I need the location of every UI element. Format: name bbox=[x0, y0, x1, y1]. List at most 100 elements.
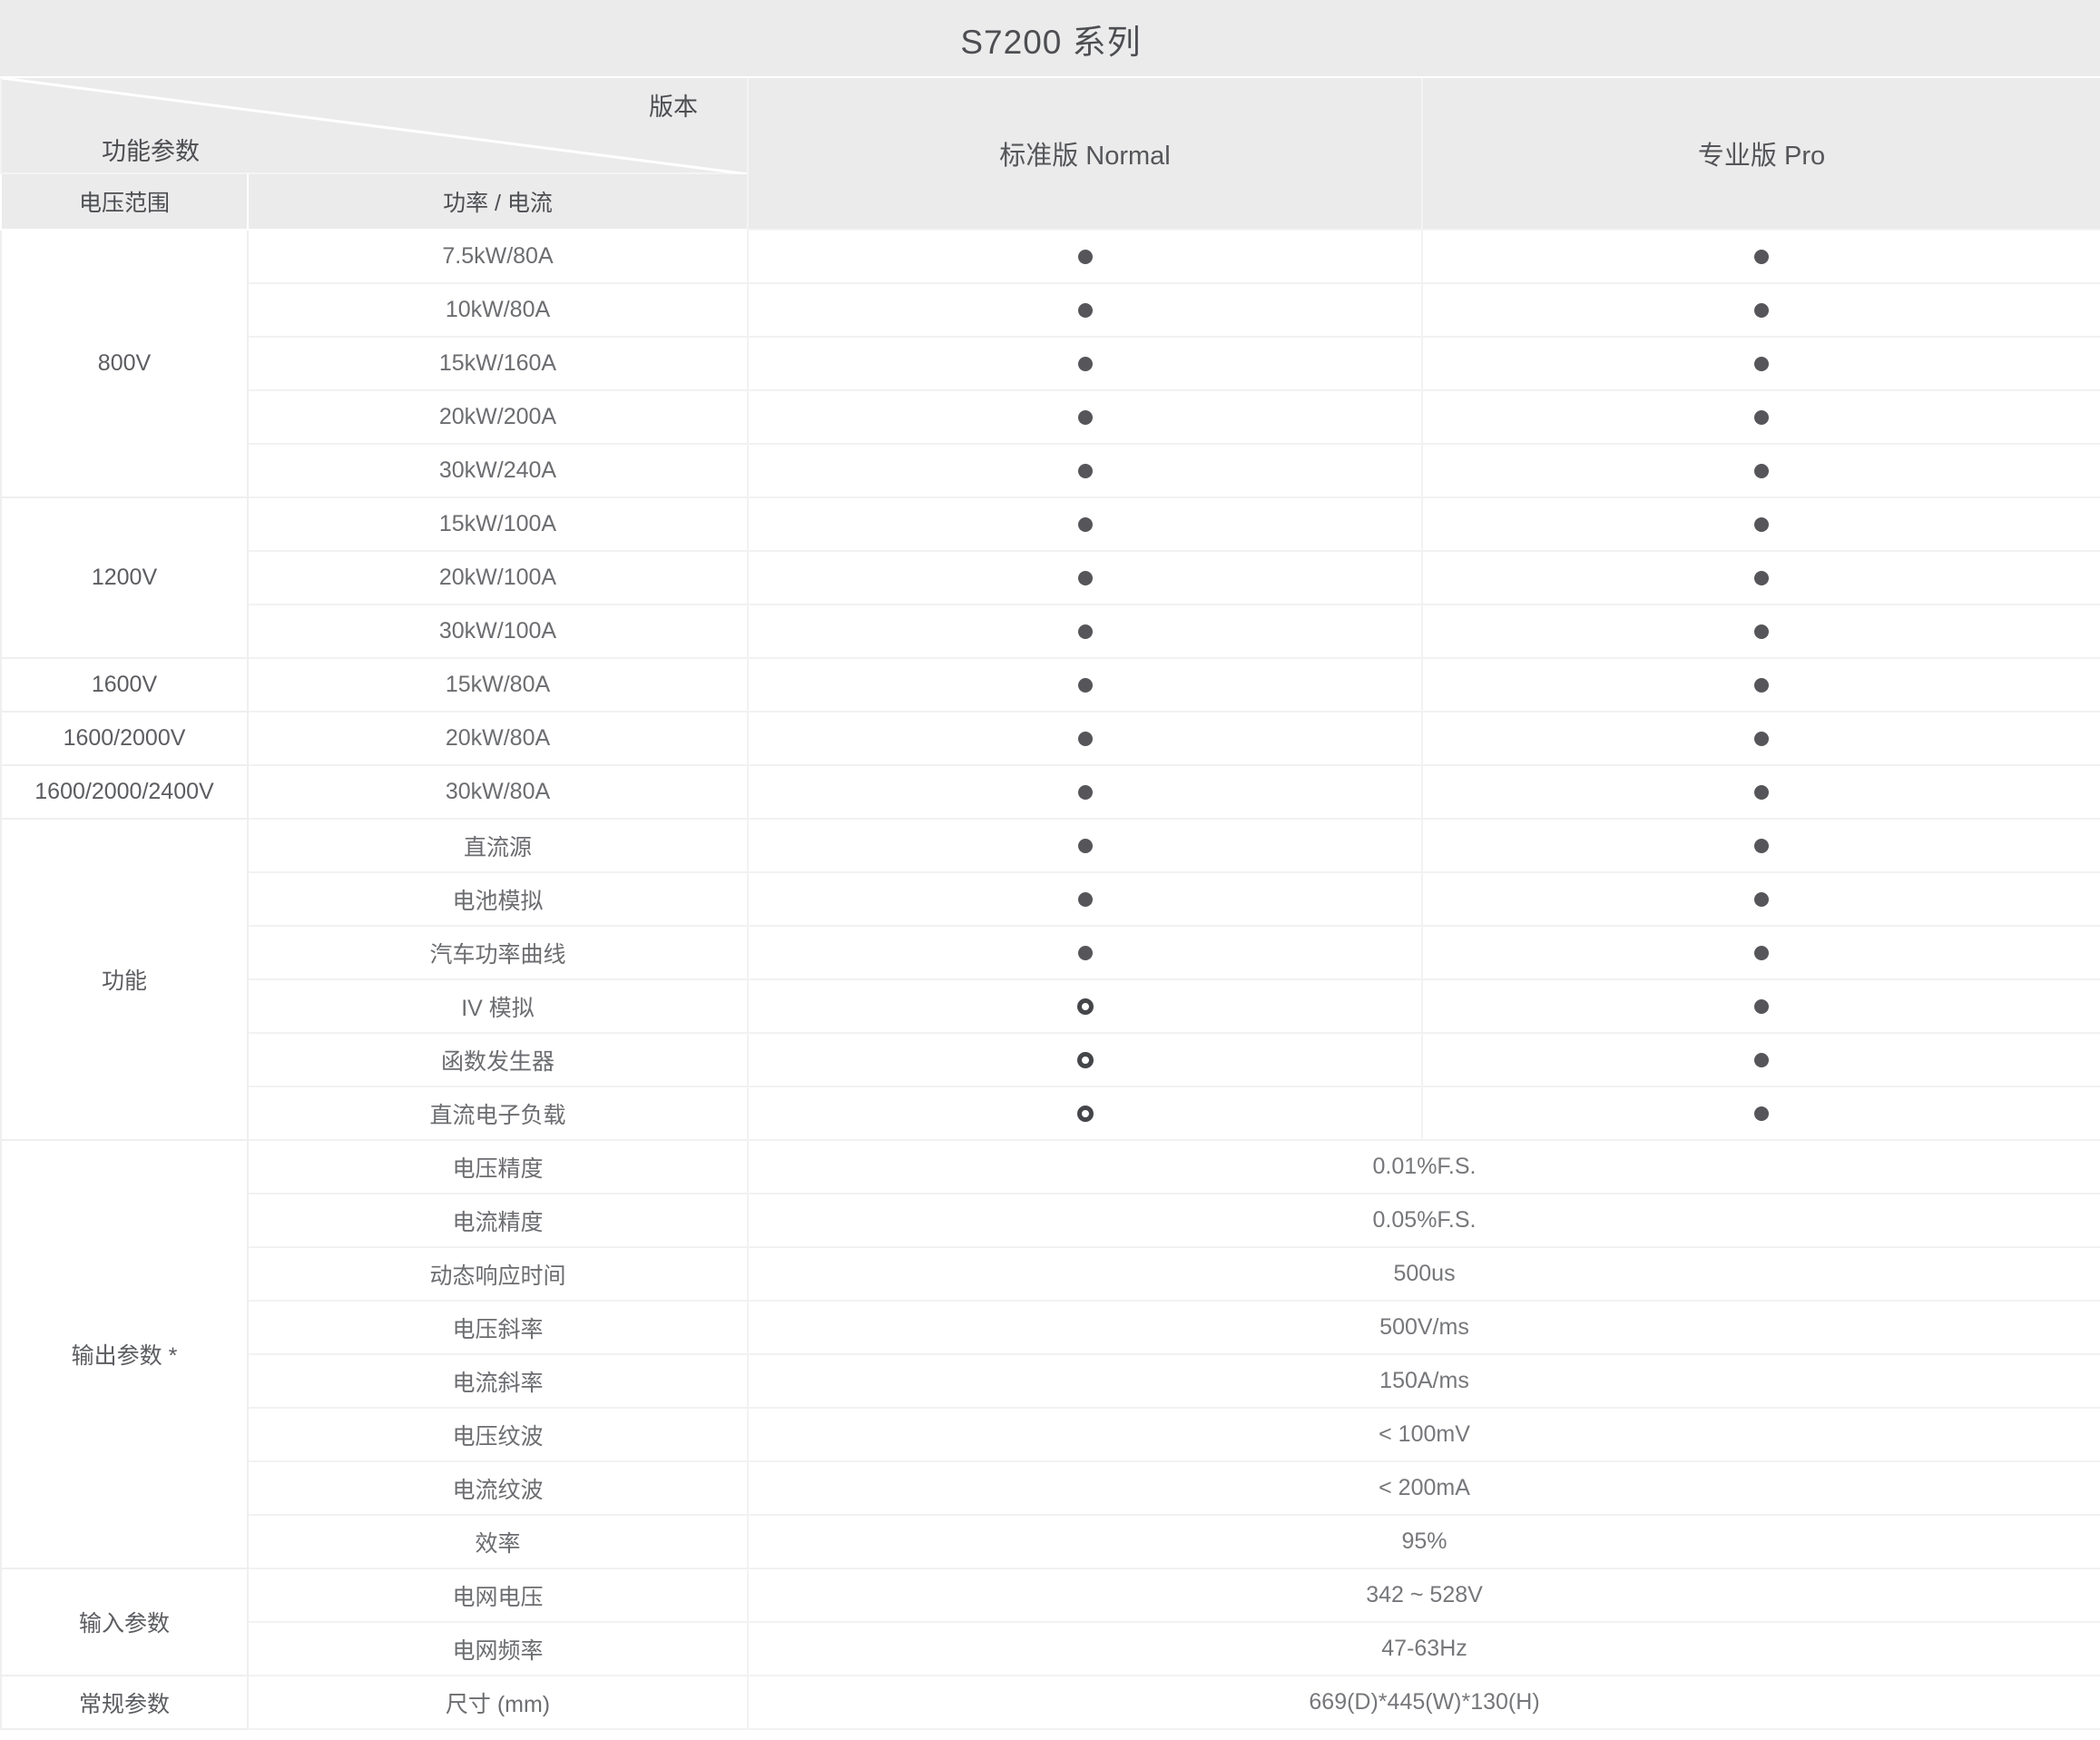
row-label: 尺寸 (mm) bbox=[247, 1675, 749, 1730]
table-row: 电网频率 47-63Hz bbox=[1, 1621, 2100, 1676]
row-mark-normal bbox=[747, 871, 1423, 927]
table-row: 电流纹波 < 200mA bbox=[1, 1460, 2100, 1516]
filled-dot-icon bbox=[1754, 571, 1770, 586]
row-group-label: 常规参数 bbox=[0, 1675, 249, 1730]
row-label: 效率 bbox=[247, 1514, 749, 1569]
row-mark-normal bbox=[747, 282, 1423, 338]
diagonal-header-cell: 版本 功能参数 bbox=[0, 76, 749, 174]
row-mark-normal bbox=[747, 764, 1423, 820]
table-row: 电流斜率 150A/ms bbox=[1, 1353, 2100, 1409]
row-mark-normal bbox=[747, 229, 1423, 284]
filled-dot-icon bbox=[1077, 357, 1093, 372]
row-label: 20kW/100A bbox=[247, 550, 749, 605]
filled-dot-icon bbox=[1754, 1053, 1770, 1068]
row-mark-pro bbox=[1420, 818, 2100, 873]
table-row: 10kW/80A bbox=[1, 282, 2100, 338]
filled-dot-icon bbox=[1754, 303, 1770, 319]
row-mark-normal bbox=[747, 604, 1423, 659]
version-header-row: 版本 功能参数 标准版 Normal 专业版 Pro bbox=[0, 76, 2100, 231]
row-label: 汽车功率曲线 bbox=[247, 925, 749, 980]
filled-dot-icon bbox=[1754, 785, 1770, 801]
filled-dot-icon bbox=[1077, 517, 1093, 533]
row-group-label: 800V bbox=[0, 229, 249, 498]
subheader-voltage-range: 电压范围 bbox=[0, 172, 249, 231]
table-row: 函数发生器 bbox=[1, 1032, 2100, 1087]
row-value-both-versions: 95% bbox=[746, 1514, 2100, 1569]
table-row: 20kW/100A bbox=[1, 550, 2100, 605]
row-mark-pro bbox=[1420, 550, 2100, 605]
filled-dot-icon bbox=[1754, 250, 1770, 265]
row-label: 20kW/80A bbox=[247, 711, 749, 766]
row-label: IV 模拟 bbox=[247, 978, 749, 1034]
row-label: 15kW/100A bbox=[247, 496, 749, 552]
table-row: 20kW/200A bbox=[1, 389, 2100, 445]
row-label: 10kW/80A bbox=[247, 282, 749, 338]
row-value-both-versions: 500us bbox=[746, 1246, 2100, 1302]
table-row: 1600/2000/2400V 30kW/80A bbox=[0, 764, 2100, 820]
row-mark-pro bbox=[1420, 1032, 2100, 1087]
title-row: S7200 系列 bbox=[0, 0, 2100, 78]
row-mark-pro bbox=[1420, 1086, 2100, 1141]
filled-dot-icon bbox=[1754, 999, 1770, 1015]
row-mark-pro bbox=[1420, 389, 2100, 445]
table-row: 效率 95% bbox=[1, 1514, 2100, 1569]
row-label: 直流电子负载 bbox=[247, 1086, 749, 1141]
table-row: 30kW/240A bbox=[1, 443, 2100, 498]
filled-dot-icon bbox=[1754, 410, 1770, 426]
row-label: 电压纹波 bbox=[247, 1407, 749, 1462]
row-label: 动态响应时间 bbox=[247, 1246, 749, 1302]
table-row: 电流精度 0.05%F.S. bbox=[1, 1193, 2100, 1248]
row-mark-normal bbox=[747, 925, 1423, 980]
row-value-both-versions: < 200mA bbox=[746, 1460, 2100, 1516]
corner-param-label: 功能参数 bbox=[102, 138, 200, 165]
row-mark-pro bbox=[1420, 871, 2100, 927]
row-value-both-versions: 0.05%F.S. bbox=[746, 1193, 2100, 1248]
row-mark-pro bbox=[1420, 604, 2100, 659]
row-label: 电网频率 bbox=[247, 1621, 749, 1676]
table-row: 15kW/160A bbox=[1, 336, 2100, 391]
table-row: 1200V 15kW/100A bbox=[0, 496, 2100, 659]
filled-dot-icon bbox=[1754, 946, 1770, 961]
table-row: 直流电子负载 bbox=[1, 1086, 2100, 1141]
filled-dot-icon bbox=[1754, 357, 1770, 372]
row-value-both-versions: 0.01%F.S. bbox=[746, 1139, 2100, 1194]
filled-dot-icon bbox=[1754, 678, 1770, 693]
filled-dot-icon bbox=[1077, 946, 1093, 961]
row-value-both-versions: 669(D)*445(W)*130(H) bbox=[746, 1675, 2100, 1730]
table-row: 800V 7.5kW/80A bbox=[0, 229, 2100, 498]
table-row: 输出参数 * 电压精度 0.01%F.S. bbox=[0, 1139, 2100, 1569]
table-row: 功能 直流源 bbox=[0, 818, 2100, 1141]
table-body: 800V 7.5kW/80A 10kW/80A 15kW/160A 20kW/200A 3… bbox=[0, 229, 2100, 1730]
row-label: 电压精度 bbox=[247, 1139, 749, 1194]
row-label: 电流纹波 bbox=[247, 1460, 749, 1516]
column-header-pro: 专业版 Pro bbox=[1420, 76, 2100, 231]
row-group-label: 功能 bbox=[0, 818, 249, 1141]
row-mark-normal bbox=[747, 336, 1423, 391]
filled-dot-icon bbox=[1077, 785, 1093, 801]
table-row: 常规参数 尺寸 (mm) 669(D)*445(W)*130(H) bbox=[0, 1675, 2100, 1730]
filled-dot-icon bbox=[1754, 624, 1770, 640]
sub-header-row: 电压范围 功率 / 电流 bbox=[0, 172, 2100, 231]
row-label: 电网电压 bbox=[247, 1568, 749, 1623]
row-value-both-versions: < 100mV bbox=[746, 1407, 2100, 1462]
row-mark-pro bbox=[1420, 925, 2100, 980]
table-row: 电压纹波 < 100mV bbox=[1, 1407, 2100, 1462]
table-row: 30kW/100A bbox=[1, 604, 2100, 659]
filled-dot-icon bbox=[1077, 624, 1093, 640]
row-label: 30kW/240A bbox=[247, 443, 749, 498]
table-row: 电压斜率 500V/ms bbox=[1, 1300, 2100, 1355]
row-label: 直流源 bbox=[247, 818, 749, 873]
row-value-both-versions: 47-63Hz bbox=[746, 1621, 2100, 1676]
row-mark-pro bbox=[1420, 282, 2100, 338]
row-value-both-versions: 150A/ms bbox=[746, 1353, 2100, 1409]
filled-dot-icon bbox=[1754, 1106, 1770, 1122]
filled-dot-icon bbox=[1077, 732, 1093, 747]
row-label: 电压斜率 bbox=[247, 1300, 749, 1355]
row-group-label: 1600/2000/2400V bbox=[0, 764, 249, 820]
row-mark-normal bbox=[747, 818, 1423, 873]
hollow-dot-icon bbox=[1076, 1052, 1094, 1069]
table-row: 电池模拟 bbox=[1, 871, 2100, 927]
row-label: 15kW/80A bbox=[247, 657, 749, 713]
row-mark-pro bbox=[1420, 657, 2100, 713]
